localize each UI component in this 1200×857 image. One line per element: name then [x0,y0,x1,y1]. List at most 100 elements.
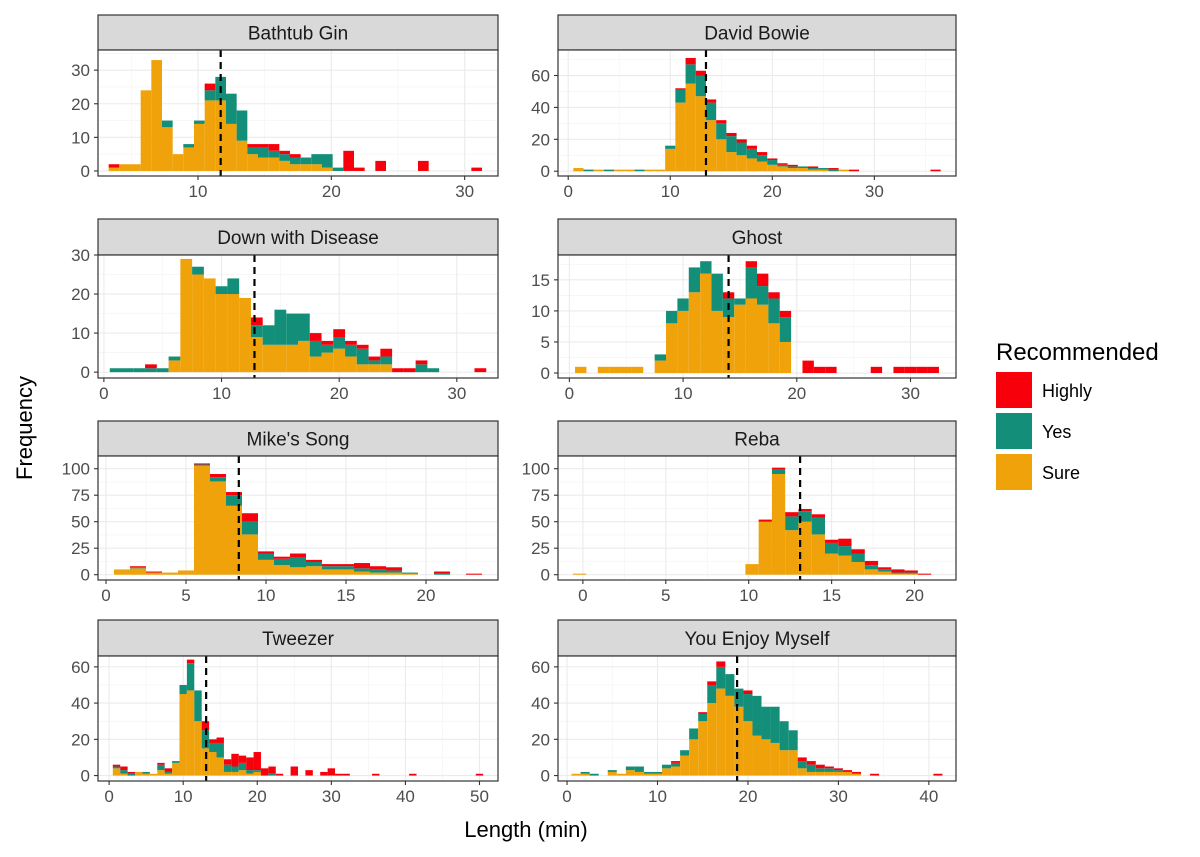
bar-segment-highly [771,467,786,470]
bar-segment-yes [725,674,735,696]
x-tick-label: 10 [739,586,758,605]
bar-segment-highly [354,167,365,171]
x-tick-label: 0 [563,182,572,201]
bar-segment-highly [933,773,943,776]
bar-segment-highly [145,364,157,369]
bar-segment-sure [752,735,762,776]
bar-segment-highly [806,761,816,765]
bar-segment-highly [290,553,306,558]
bar-segment-highly [231,753,239,767]
bar-segment-sure [209,752,217,776]
bar-segment-yes [777,164,788,167]
bar-segment-sure [573,168,584,172]
bar-segment-sure [108,167,120,171]
bar-segment-yes [415,364,428,373]
bar-segment-yes [268,773,276,776]
bar-segment-yes [808,168,819,170]
bar-segment-highly [354,563,370,569]
bar-segment-sure [168,360,181,373]
bar-segment-sure [614,169,625,172]
bar-segment-sure [838,169,849,172]
bar-segment-sure [695,96,706,172]
bar-segment-yes [354,568,370,572]
bar-segment-highly [767,158,778,161]
bar-segment-sure [354,571,370,575]
y-tick-label: 40 [71,694,90,713]
bar-segment-yes [227,278,240,295]
bar-segment-sure [322,569,338,575]
bar-segment-yes [838,546,852,556]
bar-segment-highly [779,310,792,318]
x-tick-label: 10 [674,384,693,403]
bar-segment-sure [140,90,152,171]
bar-segment-highly [409,773,417,776]
bar-segment-sure [322,167,333,171]
bar-segment-sure [851,561,865,575]
bar-segment-sure [788,750,798,776]
bar-segment-highly [675,88,686,90]
bar-segment-yes [700,261,712,274]
bar-segment-yes [716,123,727,140]
bar-segment-yes [268,150,280,158]
facet-panels: Bathtub Gin 0 10 20 30 10 20 30 David Bowie 0 20 40… [62,14,957,806]
bar-segment-highly [878,567,892,570]
panel-title: Tweezer [262,629,334,650]
bar-segment-highly [758,519,772,522]
bar-segment-sure [671,766,681,776]
bar-segment-highly [321,340,334,345]
bar-segment-sure [300,164,312,171]
bar-segment-highly [380,348,393,357]
bar-segment-highly [250,317,263,326]
bar-segment-highly [209,739,217,743]
bar-segment-sure [242,534,258,575]
bar-segment-highly [386,567,402,571]
bar-segment-highly [322,564,338,567]
bar-segment-highly [698,712,708,714]
bar-segment-highly [870,773,880,776]
bar-segment-highly [891,569,905,573]
bar-segment-yes [743,694,753,722]
bar-segment-highly [338,564,354,567]
bar-segment-highly [260,768,269,776]
y-tick-label: 0 [81,566,90,585]
bar-segment-highly [290,766,298,776]
bar-segment-sure [716,139,727,172]
bar-segment-sure [194,465,210,575]
bar-segment-yes [589,773,599,776]
bar-segment-yes [736,142,747,156]
bar-segment-highly [475,773,484,776]
bar-segment-yes [279,154,290,161]
y-tick-label: 5 [541,333,550,352]
panel-background [98,656,498,781]
bar-segment-yes [705,102,717,121]
bar-segment-highly [917,573,932,575]
bar-segment-yes [824,768,834,772]
y-tick-label: 0 [81,767,90,786]
panel-david-bowie: David Bowie 0 20 40 60 0 10 20 30 [531,14,957,201]
bar-segment-sure [194,721,202,776]
bar-segment-sure [688,292,701,374]
strip-bathtub-gin [97,14,499,51]
bar-segment-yes [223,764,232,772]
bar-segment-yes [322,566,338,570]
bar-segment-sure [757,161,768,172]
bar-segment-highly [757,152,768,156]
bar-segment-highly [815,764,825,769]
x-tick-label: 20 [322,182,341,201]
bar-segment-yes [306,561,322,567]
x-tick-label: 20 [738,787,757,806]
bar-segment-sure [368,364,381,373]
bar-segment-yes [634,169,645,172]
panel-title: Down with Disease [217,228,379,249]
y-tick-label: 0 [81,162,90,181]
bar-segment-yes [194,120,205,124]
bar-segment-yes [120,770,128,774]
bar-segment-yes [238,762,247,771]
bar-segment-sure [767,164,778,172]
bar-segment-sure [575,366,587,374]
bar-segment-sure [685,83,696,172]
bar-segment-yes [298,313,310,341]
panel-title: Reba [734,430,780,451]
bar-segment-sure [808,169,819,172]
bar-segment-sure [745,298,757,374]
